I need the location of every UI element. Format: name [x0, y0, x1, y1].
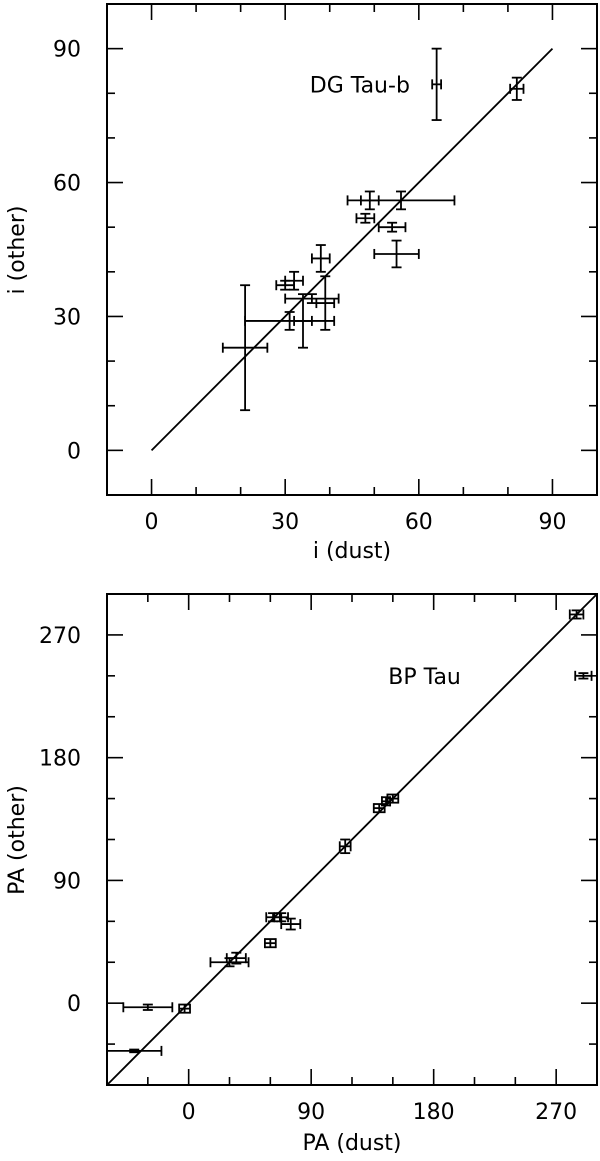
data-point	[106, 1045, 163, 1056]
data-point	[381, 796, 392, 807]
y-tick-label: 90	[53, 38, 81, 63]
y-tick-label: 90	[53, 869, 81, 894]
data-point	[431, 47, 442, 121]
data-point	[244, 311, 336, 331]
one-to-one-line	[106, 593, 598, 1086]
data-point	[275, 279, 295, 291]
x-tick-label: 30	[271, 510, 299, 535]
data-point	[338, 838, 352, 855]
data-point	[568, 609, 585, 620]
y-tick-label: 60	[53, 172, 81, 197]
data-point	[377, 221, 407, 233]
x-tick-label: 180	[413, 1100, 455, 1125]
annotation-label: DG Tau-b	[310, 73, 410, 98]
data-point	[311, 244, 331, 273]
data-point	[346, 190, 456, 211]
data-point	[280, 917, 302, 931]
x-tick-label: 90	[538, 510, 566, 535]
data-point	[293, 293, 313, 349]
y-tick-label: 30	[53, 305, 81, 330]
one-to-one-line	[150, 48, 554, 451]
data-point	[373, 239, 420, 269]
data-point	[209, 957, 250, 968]
x-tick-label: 60	[405, 510, 433, 535]
y-axis-label: PA (other)	[5, 785, 30, 895]
y-axis-label: i (other)	[5, 206, 30, 295]
y-tick-label: 0	[67, 439, 81, 464]
data-point	[574, 670, 593, 681]
x-tick-label: 270	[535, 1100, 577, 1125]
position-angle-panel: 0 90 180 270 0 90 180 270 PA (dust) PA (other) BP …	[5, 593, 598, 1156]
data-point	[221, 284, 269, 412]
data-point	[284, 293, 340, 304]
y-tick-label: 180	[39, 747, 81, 772]
annotation-label: BP Tau	[388, 665, 461, 690]
inclination-panel: 0 30 60 90 0 30 60 90 i (dust) i (other) DG Tau-b	[5, 3, 598, 564]
x-tick-label: 90	[297, 1100, 325, 1125]
data-point	[509, 76, 525, 101]
y-tick-label: 270	[39, 624, 81, 649]
data-point	[263, 938, 277, 949]
data-point	[178, 1003, 191, 1014]
data-point	[355, 212, 376, 224]
plot-frame	[106, 3, 598, 496]
data-point	[372, 803, 386, 814]
x-axis-label: PA (dust)	[302, 1131, 401, 1156]
x-tick-label: 0	[182, 1100, 196, 1125]
x-tick-label: 0	[145, 510, 159, 535]
data-point	[122, 1002, 174, 1013]
x-axis-label: i (dust)	[313, 539, 391, 564]
y-tick-label: 0	[67, 992, 81, 1017]
